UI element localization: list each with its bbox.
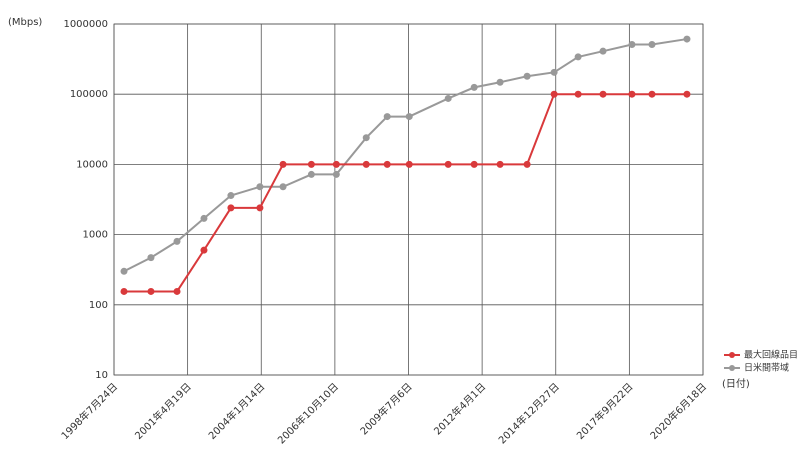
- data-point: [523, 72, 531, 80]
- data-point: [307, 170, 315, 178]
- data-point: [256, 183, 264, 191]
- data-point: [383, 113, 391, 121]
- data-point: [147, 287, 155, 295]
- data-point: [307, 160, 315, 168]
- data-point: [683, 35, 691, 43]
- data-point: [332, 170, 340, 178]
- x-tick-label: 2001年4月19日: [132, 380, 194, 442]
- data-point: [648, 90, 656, 98]
- y-tick-label: 1000000: [63, 19, 108, 30]
- x-tick-label: 2012年4月1日: [431, 380, 488, 437]
- x-tick-label: 2014年12月27日: [496, 380, 562, 446]
- data-point: [599, 47, 607, 55]
- data-point: [496, 78, 504, 86]
- data-point: [444, 94, 452, 102]
- data-point: [200, 214, 208, 222]
- data-point: [120, 287, 128, 295]
- x-tick-label: 1998年7月24日: [58, 380, 120, 442]
- data-point: [383, 160, 391, 168]
- data-point: [599, 90, 607, 98]
- legend-swatch: [729, 352, 735, 358]
- data-point: [332, 160, 340, 168]
- x-tick-label: 2020年6月18日: [647, 380, 709, 442]
- data-point: [550, 90, 558, 98]
- y-tick-label: 100: [89, 300, 108, 311]
- data-point: [496, 160, 504, 168]
- data-point: [405, 113, 413, 121]
- x-tick-label: 2017年9月22日: [574, 380, 636, 442]
- x-tick-label: 2006年10月10日: [275, 380, 341, 446]
- data-point: [173, 287, 181, 295]
- data-point: [279, 160, 287, 168]
- x-tick-label: 2004年1月14日: [206, 380, 268, 442]
- data-point: [200, 246, 208, 254]
- data-point: [227, 192, 235, 200]
- legend-label: 最大回線品目: [744, 349, 798, 361]
- data-point: [628, 41, 636, 49]
- data-point: [523, 160, 531, 168]
- data-point: [362, 160, 370, 168]
- data-point: [279, 183, 287, 191]
- data-point: [147, 254, 155, 262]
- data-point: [120, 267, 128, 275]
- legend-swatch: [729, 365, 735, 371]
- data-point: [227, 204, 235, 212]
- y-tick-label: 10000: [76, 159, 108, 170]
- data-point: [574, 53, 582, 61]
- data-point: [173, 237, 181, 245]
- data-point: [550, 68, 558, 76]
- series-line: [124, 93, 687, 293]
- data-point: [470, 83, 478, 91]
- series-line: [123, 38, 688, 273]
- data-point: [362, 134, 370, 142]
- y-axis-label: (Mbps): [8, 17, 42, 28]
- data-point: [470, 160, 478, 168]
- data-point: [405, 160, 413, 168]
- data-point: [574, 90, 582, 98]
- data-point: [683, 90, 691, 98]
- data-point: [444, 160, 452, 168]
- data-point: [256, 204, 264, 212]
- x-tick-label: 2009年7月6日: [357, 380, 414, 437]
- data-point: [628, 90, 636, 98]
- y-tick-label: 1000: [83, 230, 108, 241]
- legend-label: 日米間帯域: [744, 362, 789, 374]
- y-tick-label: 10: [95, 370, 108, 381]
- x-axis-label: (日付): [722, 377, 750, 390]
- y-tick-label: 100000: [70, 89, 108, 100]
- data-point: [648, 41, 656, 49]
